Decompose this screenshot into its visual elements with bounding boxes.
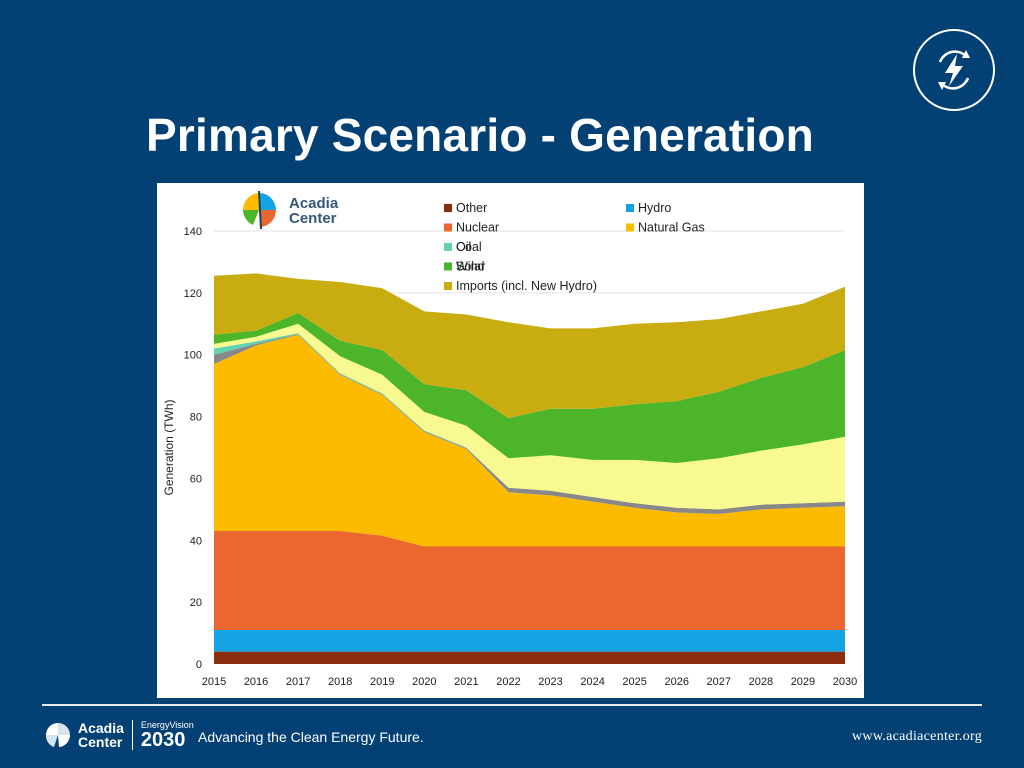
footer-tagline: Advancing the Clean Energy Future. xyxy=(198,729,424,745)
area-other xyxy=(214,651,845,664)
legend-label: Hydro xyxy=(638,201,671,215)
x-tick-label: 2018 xyxy=(328,676,352,688)
footer-website: www.acadiacenter.org xyxy=(852,729,982,744)
x-tick-label: 2024 xyxy=(580,676,604,688)
chart-logo: Acadia Center xyxy=(242,190,339,230)
area-solar xyxy=(214,323,845,510)
x-tick-label: 2020 xyxy=(412,676,436,688)
chart-panel: 0 20 40 60 80 100 120 140 Generation (TWh) 2015 20… xyxy=(157,183,864,698)
x-tick-label: 2015 xyxy=(202,676,226,688)
footer-brand-line1: Acadia xyxy=(78,720,124,736)
legend-swatch xyxy=(444,223,452,232)
y-tick-label: 80 xyxy=(190,412,202,424)
x-tick-label: 2029 xyxy=(791,676,815,688)
legend-label: Wind xyxy=(456,260,485,274)
slide-title: Primary Scenario - Generation xyxy=(146,109,814,161)
y-tick-label: 120 xyxy=(184,288,202,300)
area-nuclear xyxy=(214,531,845,630)
x-tick-label: 2027 xyxy=(707,676,731,688)
footer-logo: Acadia Center EnergyVision 2030 xyxy=(44,720,194,750)
x-tick-label: 2028 xyxy=(749,676,773,688)
footer-brand-line2: Center xyxy=(78,734,123,750)
x-tick-label: 2023 xyxy=(538,676,562,688)
x-tick-label: 2016 xyxy=(244,676,268,688)
area-wind xyxy=(214,313,845,463)
legend-label: Other xyxy=(456,201,487,215)
x-tick-label: 2022 xyxy=(496,676,520,688)
legend-label: Solar xyxy=(456,260,485,274)
x-tick-label: 2021 xyxy=(454,676,478,688)
legend-swatch xyxy=(444,282,452,290)
axes: 0 20 40 60 80 100 120 140 Generation (TWh) 2015 20… xyxy=(162,226,857,688)
footer-separator xyxy=(131,720,133,750)
energy-bolt-icon xyxy=(913,29,995,111)
chart-logo-line2: Center xyxy=(289,210,337,227)
y-tick-label: 60 xyxy=(190,473,202,485)
area-natural-gas xyxy=(214,334,845,547)
x-tick-label: 2026 xyxy=(664,676,688,688)
y-tick-label: 0 xyxy=(196,659,202,671)
legend-label: Oil xyxy=(456,240,471,254)
x-tick-label: 2019 xyxy=(370,676,394,688)
acadia-logo-icon xyxy=(242,190,277,230)
y-tick-label: 40 xyxy=(190,535,202,547)
legend-label: Nuclear xyxy=(456,221,499,235)
stacked-area-chart: 0 20 40 60 80 100 120 140 Generation (TWh) 2015 20… xyxy=(162,190,857,688)
legend-label: Coal xyxy=(456,240,482,254)
area-imports-incl-new-hydro xyxy=(214,273,845,419)
legend-label: Natural Gas xyxy=(638,221,705,235)
y-tick-label: 140 xyxy=(184,226,202,238)
energyvision-label: EnergyVision xyxy=(140,720,194,730)
legend-swatch xyxy=(626,204,634,212)
x-tick-label: 2017 xyxy=(286,676,310,688)
x-tick-label: 2030 xyxy=(833,676,857,688)
legend-swatch xyxy=(626,223,634,232)
footer-divider xyxy=(42,704,982,706)
energyvision-year: 2030 xyxy=(140,729,186,751)
legend-swatch xyxy=(444,262,452,271)
y-tick-label: 20 xyxy=(190,597,202,609)
legend-label: Imports (incl. New Hydro) xyxy=(456,279,597,293)
y-tick-label: 100 xyxy=(184,350,202,362)
energyvision-logo: EnergyVision 2030 xyxy=(141,720,194,750)
area-series xyxy=(214,273,845,664)
x-tick-label: 2025 xyxy=(622,676,646,688)
legend-swatch xyxy=(444,243,452,251)
footer-brand: Acadia Center xyxy=(78,721,124,749)
legend-swatch xyxy=(444,204,452,212)
area-hydro xyxy=(214,630,845,652)
acadia-footer-logo-icon xyxy=(45,723,71,747)
y-axis-label: Generation (TWh) xyxy=(162,399,176,495)
chart-logo-line1: Acadia xyxy=(289,195,339,212)
